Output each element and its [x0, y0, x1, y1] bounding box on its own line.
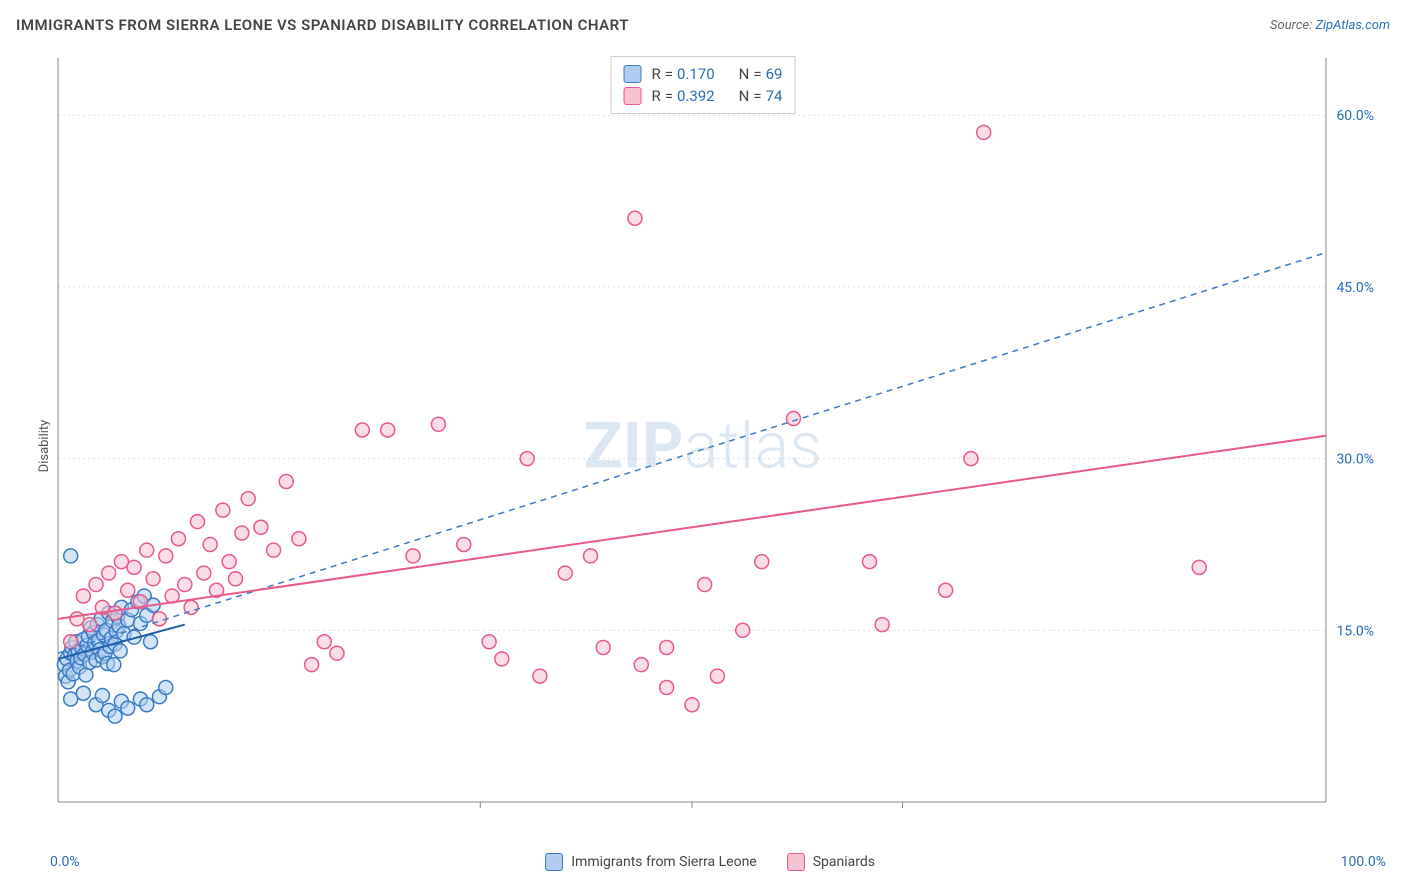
data-point: [108, 606, 122, 620]
chart-title: IMMIGRANTS FROM SIERRA LEONE VS SPANIARD…: [16, 16, 629, 34]
data-point: [406, 549, 420, 563]
source-attribution: Source: ZipAtlas.com: [1270, 18, 1390, 33]
data-point: [113, 644, 127, 658]
data-point: [558, 566, 572, 580]
data-point: [875, 618, 889, 632]
legend-swatch: [787, 853, 805, 871]
data-point: [305, 658, 319, 672]
data-point: [457, 537, 471, 551]
data-point: [121, 701, 135, 715]
data-point: [685, 698, 699, 712]
data-point: [755, 555, 769, 569]
data-point: [317, 635, 331, 649]
x-legend-series-item: Immigrants from Sierra Leone: [545, 853, 756, 871]
data-point: [79, 668, 93, 682]
data-point: [222, 555, 236, 569]
data-point: [660, 681, 674, 695]
y-tick-label: 60.0%: [1336, 108, 1374, 124]
data-point: [520, 452, 534, 466]
data-point: [786, 412, 800, 426]
data-point: [114, 555, 128, 569]
data-point: [241, 492, 255, 506]
stat-r: R=0.170: [652, 65, 715, 83]
data-point: [267, 543, 281, 557]
data-point: [178, 578, 192, 592]
data-point: [964, 452, 978, 466]
series-name: Spaniards: [813, 854, 875, 870]
stat-n: N=74: [739, 87, 783, 105]
source-value: ZipAtlas.com: [1315, 18, 1390, 33]
data-point: [203, 537, 217, 551]
data-point: [863, 555, 877, 569]
data-point: [216, 503, 230, 517]
data-point: [229, 572, 243, 586]
data-point: [83, 618, 97, 632]
data-point: [121, 583, 135, 597]
data-point: [127, 560, 141, 574]
chart-area: 15.0% 30.0% 45.0% 60.0%: [50, 50, 1386, 832]
y-tick-label: 45.0%: [1336, 280, 1374, 296]
data-point: [596, 640, 610, 654]
series-name: Immigrants from Sierra Leone: [571, 854, 756, 870]
data-point: [977, 125, 991, 139]
stat-n: N=69: [739, 65, 783, 83]
data-point: [355, 423, 369, 437]
data-point: [628, 211, 642, 225]
x-legend-series-item: Spaniards: [787, 853, 875, 871]
data-point: [76, 589, 90, 603]
data-point: [159, 681, 173, 695]
data-point: [70, 612, 84, 626]
data-point: [279, 475, 293, 489]
data-point: [64, 549, 78, 563]
stats-legend-row: R=0.392 N=74: [624, 85, 783, 107]
data-point: [698, 578, 712, 592]
data-point: [159, 549, 173, 563]
data-point: [235, 526, 249, 540]
data-point: [64, 635, 78, 649]
data-point: [330, 646, 344, 660]
data-point: [108, 709, 122, 723]
x-axis-max: 100.0%: [1341, 854, 1386, 870]
data-point: [89, 578, 103, 592]
data-point: [736, 623, 750, 637]
stats-legend: R=0.170 N=69 R=0.392 N=74: [611, 56, 796, 114]
data-point: [584, 549, 598, 563]
data-point: [107, 658, 121, 672]
data-point: [102, 566, 116, 580]
data-point: [533, 669, 547, 683]
data-point: [381, 423, 395, 437]
data-point: [710, 669, 724, 683]
data-point: [482, 635, 496, 649]
data-point: [144, 635, 158, 649]
data-point: [197, 566, 211, 580]
legend-swatch: [545, 853, 563, 871]
data-point: [76, 686, 90, 700]
legend-swatch: [624, 65, 642, 83]
source-label: Source:: [1270, 18, 1312, 33]
data-point: [64, 692, 78, 706]
chart-svg: 15.0% 30.0% 45.0% 60.0%: [50, 50, 1386, 832]
data-point: [1192, 560, 1206, 574]
data-point: [140, 698, 154, 712]
y-tick-label: 15.0%: [1336, 623, 1374, 639]
data-point: [95, 689, 109, 703]
legend-swatch: [624, 87, 642, 105]
x-axis-min: 0.0%: [50, 854, 80, 870]
data-point: [292, 532, 306, 546]
data-point: [171, 532, 185, 546]
y-tick-label: 30.0%: [1336, 452, 1374, 468]
data-point: [146, 572, 160, 586]
data-point: [634, 658, 648, 672]
data-point: [431, 417, 445, 431]
stat-r: R=0.392: [652, 87, 715, 105]
data-point: [254, 520, 268, 534]
data-point: [939, 583, 953, 597]
data-point: [140, 543, 154, 557]
x-legend-series: Immigrants from Sierra Leone Spaniards: [545, 853, 875, 871]
data-point: [495, 652, 509, 666]
data-point: [190, 515, 204, 529]
stats-legend-row: R=0.170 N=69: [624, 63, 783, 85]
data-point: [660, 640, 674, 654]
